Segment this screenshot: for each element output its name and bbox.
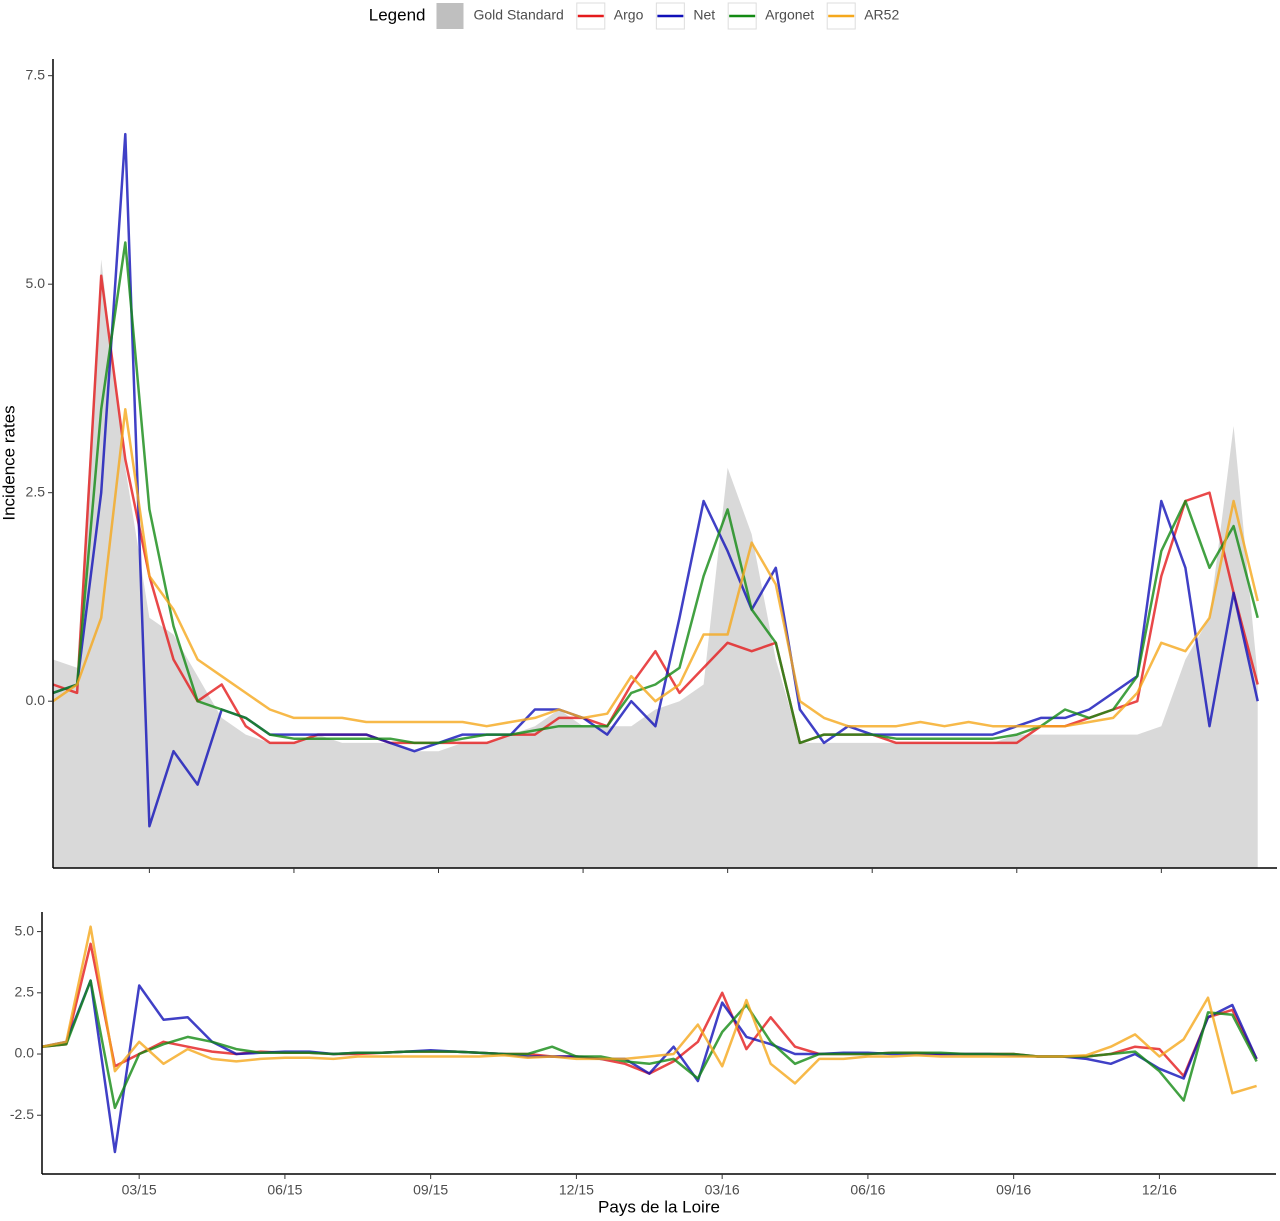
x-tick-label: 12/16: [1142, 1182, 1177, 1198]
x-tick-label: 03/16: [705, 1182, 740, 1198]
legend-title: Legend: [369, 5, 426, 24]
x-tick-label: 06/15: [267, 1182, 302, 1198]
y-tick-label: 0.0: [26, 692, 46, 708]
x-axis-label: Pays de la Loire: [598, 1197, 720, 1216]
line: [41, 979, 1258, 1110]
y-tick-label: 0.0: [15, 1045, 35, 1061]
line: [52, 241, 1259, 745]
y-tick-label: 2.5: [15, 984, 35, 1000]
y-axis-label: Incidence rates: [0, 405, 18, 520]
x-tick-label: 12/15: [559, 1182, 594, 1198]
line: [41, 979, 1258, 1154]
y-tick-label: 5.0: [26, 275, 46, 291]
legend-label: Argo: [614, 7, 644, 23]
legend-label: Gold Standard: [473, 7, 563, 23]
x-tick-label: 09/16: [996, 1182, 1031, 1198]
x-tick-label: 03/15: [122, 1182, 157, 1198]
legend-label: Argonet: [765, 7, 814, 23]
legend-swatch: [436, 3, 464, 29]
y-tick-label: 2.5: [26, 483, 46, 499]
x-tick-label: 06/16: [850, 1182, 885, 1198]
legend-label: Net: [693, 7, 715, 23]
line: [52, 408, 1259, 728]
y-tick-label: -2.5: [10, 1106, 34, 1122]
x-tick-label: 09/15: [413, 1182, 448, 1198]
legend-label: AR52: [864, 7, 899, 23]
y-tick-label: 7.5: [26, 66, 46, 82]
line: [52, 274, 1259, 745]
line: [41, 925, 1257, 1095]
area: [53, 259, 1258, 868]
y-tick-label: 5.0: [15, 922, 35, 938]
